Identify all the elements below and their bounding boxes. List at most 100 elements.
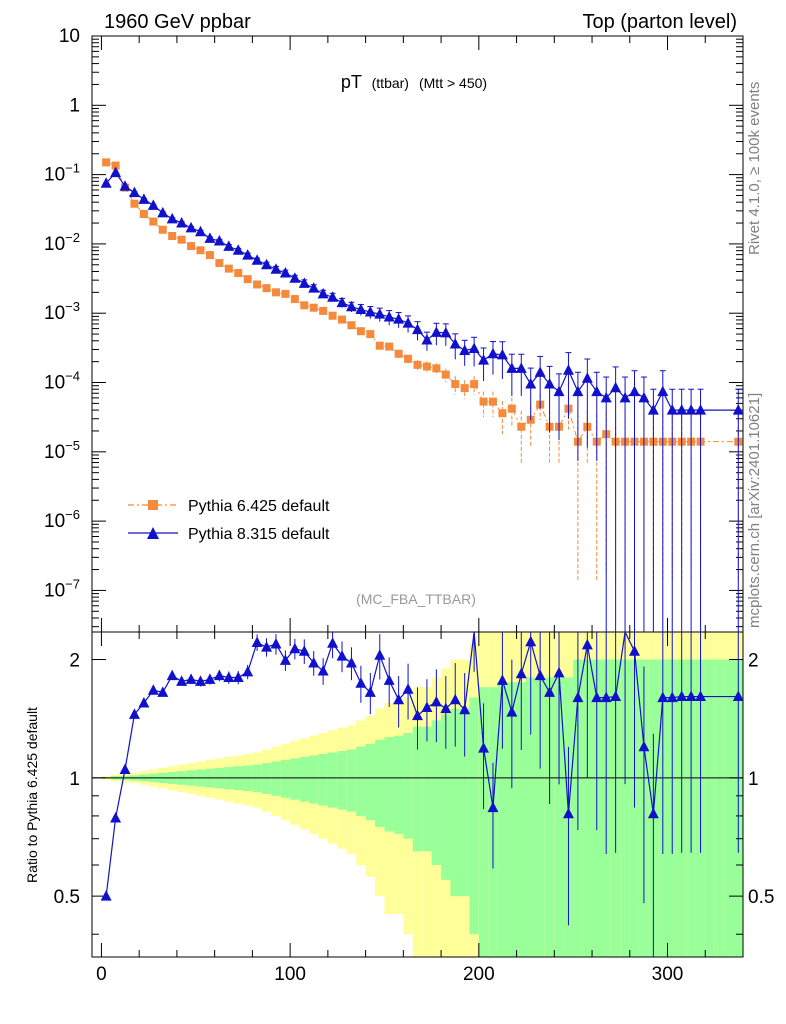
ratio-point-pythia8: [610, 690, 622, 702]
tick-base: 10: [44, 303, 65, 324]
point-pythia6: [394, 349, 403, 358]
legend-marker-square: [148, 500, 158, 510]
point-pythia8: [685, 404, 697, 415]
band-green: [271, 761, 281, 796]
point-pythia6: [234, 269, 243, 278]
tick-exponent: −4: [65, 369, 80, 384]
ratio-point-pythia8: [185, 673, 197, 684]
band-green: [459, 708, 470, 897]
ratio-point-pythia8: [657, 691, 669, 703]
point-pythia6: [215, 259, 224, 268]
side-text-mcplots: mcplots.cern.ch [arXiv:2401.10621]: [746, 393, 763, 628]
point-pythia6: [243, 275, 252, 284]
x-tick-label: 200: [463, 964, 495, 985]
band-green: [318, 753, 328, 806]
band-green: [393, 735, 404, 834]
point-pythia8: [383, 311, 395, 322]
x-tick-label: 300: [652, 964, 684, 985]
side-text-rivet: Rivet 4.1.0, ≥ 100k events: [746, 82, 763, 255]
point-pythia8: [213, 235, 225, 246]
tick-base: 10: [44, 442, 65, 463]
ratio-point-pythia8: [496, 674, 508, 685]
point-pythia8: [496, 348, 508, 360]
ratio-point-pythia8: [666, 691, 678, 703]
point-pythia6: [300, 301, 309, 310]
ratio-point-pythia8: [383, 674, 395, 685]
point-pythia6: [432, 364, 441, 373]
ratio-point-pythia8: [449, 693, 461, 705]
x-tick-labels: 0 100 200 300: [96, 964, 683, 985]
band-green: [544, 677, 555, 957]
point-pythia6: [177, 235, 186, 244]
point-pythia6: [309, 303, 318, 312]
point-pythia6: [187, 242, 196, 251]
ratio-point-pythia8: [364, 686, 376, 697]
ratio-point-pythia8: [695, 690, 707, 702]
x-tick-label: 100: [274, 964, 306, 985]
point-pythia6: [517, 422, 526, 431]
main-y-tick-label: 10−6: [44, 507, 80, 532]
point-pythia6: [149, 217, 158, 226]
point-pythia6: [139, 210, 148, 219]
main-y-ticks: [92, 35, 743, 628]
main-y-tick-label: 10−1: [44, 161, 80, 186]
point-pythia8: [345, 300, 357, 312]
tick-base: 10: [44, 165, 65, 186]
ratio-point-pythia8: [279, 654, 291, 665]
tick-exponent: −5: [65, 438, 80, 453]
band-green: [620, 659, 630, 957]
ratio-point-pythia8: [308, 656, 320, 668]
point-pythia6: [328, 311, 337, 320]
ratio-tick-label-left: 2: [69, 651, 80, 672]
point-pythia8: [317, 287, 329, 299]
point-pythia8: [336, 296, 348, 308]
point-pythia8: [695, 404, 707, 415]
tick-base: 10: [44, 580, 65, 601]
main-y-tick-label: 10−5: [44, 438, 80, 463]
point-pythia6: [507, 404, 516, 413]
ratio-point-pythia8: [223, 671, 235, 683]
ratio-point-pythia8: [478, 742, 490, 753]
ratio-point-pythia8: [581, 638, 593, 650]
point-pythia6: [498, 409, 507, 418]
point-pythia6: [441, 370, 450, 379]
ratio-point-pythia8: [100, 890, 112, 901]
band-green: [450, 708, 460, 897]
chart-title-rest: (Mtt > 450): [419, 75, 487, 91]
band-green: [375, 739, 385, 827]
main-y-tick-label: 10: [59, 26, 80, 47]
point-pythia8: [110, 166, 122, 178]
header-right: Top (parton level): [582, 11, 737, 33]
point-pythia8: [506, 362, 518, 373]
main-y-tick-label: 10−4: [44, 369, 80, 394]
point-pythia6: [205, 251, 214, 260]
legend: Pythia 6.425 default Pythia 8.315 defaul…: [128, 498, 330, 543]
ratio-point-pythia8: [412, 709, 423, 721]
ratio-point-pythia8: [213, 669, 225, 681]
ratio-series-layer: [100, 630, 744, 957]
ratio-point-pythia8: [251, 636, 263, 647]
point-pythia6: [281, 289, 290, 298]
band-green: [280, 760, 291, 798]
point-pythia8: [591, 385, 603, 397]
ratio-point-pythia8: [685, 690, 697, 702]
main-y-tick-label: 10−2: [44, 230, 80, 255]
point-pythia6: [451, 380, 460, 389]
band-green: [309, 755, 319, 804]
point-pythia6: [319, 306, 328, 315]
point-pythia8: [487, 347, 499, 359]
point-pythia8: [572, 385, 584, 397]
ratio-point-pythia8: [515, 667, 527, 679]
point-pythia8: [232, 244, 244, 255]
tick-exponent: −6: [65, 507, 80, 522]
ratio-point-pythia8: [393, 693, 405, 705]
point-pythia6: [385, 342, 394, 351]
band-green: [290, 758, 300, 800]
point-pythia8: [402, 317, 414, 328]
ratio-point-pythia8: [402, 683, 414, 694]
ratio-point-pythia8: [374, 649, 386, 660]
band-green: [582, 659, 593, 957]
main-y-tick-label: 10−7: [44, 576, 80, 601]
chart-title: pT (ttbar) (Mtt > 450): [341, 72, 487, 92]
ratio-tick-label-right: 0.5: [748, 887, 774, 908]
